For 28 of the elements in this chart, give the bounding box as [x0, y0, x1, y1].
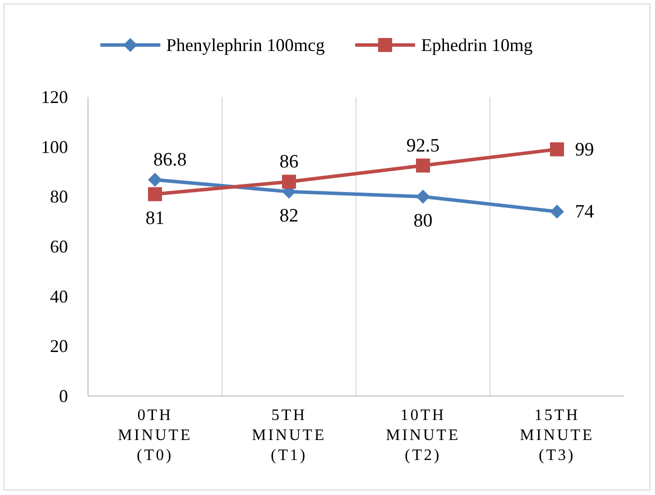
point: [550, 142, 564, 156]
y-tick-label: 60: [50, 236, 68, 256]
data-label: 80: [414, 210, 432, 232]
x-tick-label: 10TH MINUTE (T2): [386, 407, 460, 464]
point: [416, 158, 430, 173]
legend-label: Phenylephrin 100mcg: [166, 35, 325, 55]
legend-label: Ephedrin 10mg: [421, 35, 533, 55]
y-tick-label: 0: [59, 386, 68, 406]
y-tick-label: 40: [50, 286, 68, 306]
x-tick-label: 15TH MINUTE (T3): [520, 407, 594, 464]
point: [148, 187, 162, 202]
y-tick-label: 100: [41, 136, 68, 157]
y-tick-label: 20: [50, 336, 68, 356]
data-label: 74: [575, 202, 594, 223]
data-label: 86.8: [153, 150, 187, 171]
x-tick-label: 0TH MINUTE (T0): [118, 407, 192, 464]
point: [416, 190, 430, 204]
data-label: 92.5: [406, 136, 440, 157]
y-tick-label: 120: [41, 87, 68, 107]
point: [282, 174, 296, 189]
y-tick-label: 80: [50, 186, 68, 207]
data-label: 99: [575, 139, 594, 160]
point: [550, 204, 564, 219]
data-label: 86: [280, 152, 298, 173]
data-label: 81: [146, 208, 164, 230]
x-tick-label: 5TH MINUTE (T1): [252, 407, 326, 464]
data-label: 82: [280, 206, 298, 227]
point: [148, 172, 162, 187]
